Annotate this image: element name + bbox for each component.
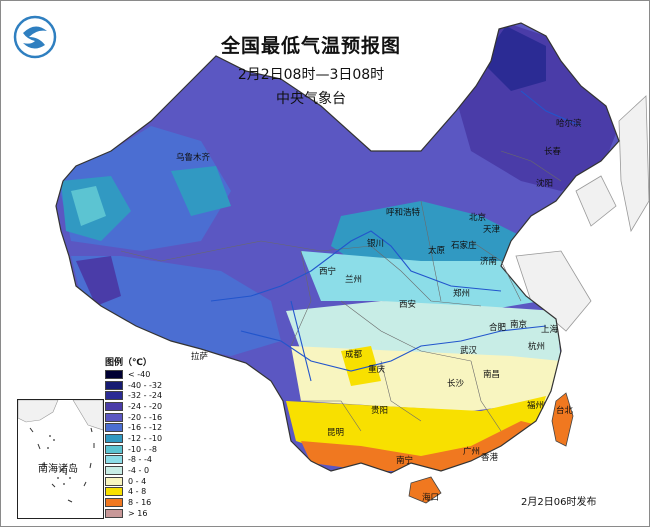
city-label: 贵阳 xyxy=(371,406,389,416)
city-label: 上海 xyxy=(541,325,559,335)
city-label: 重庆 xyxy=(368,365,386,375)
legend-label: 0 - 4 xyxy=(128,476,147,486)
inset-map xyxy=(18,400,103,503)
legend-label: -40 - -32 xyxy=(128,380,163,390)
city-label: 长春 xyxy=(544,147,562,157)
city-label: 广州 xyxy=(463,447,481,457)
legend-label: < -40 xyxy=(128,369,151,379)
city-label: 杭州 xyxy=(528,342,546,352)
city-label: 昆明 xyxy=(327,428,345,438)
city-label: 太原 xyxy=(428,246,446,256)
city-label: 天津 xyxy=(483,225,501,235)
south-china-sea-inset: 南海诸岛 xyxy=(17,399,104,519)
legend-swatch xyxy=(105,380,123,390)
legend-label: -4 - 0 xyxy=(128,466,150,476)
legend-row: > 16 xyxy=(105,508,165,519)
city-label: 台北 xyxy=(556,406,574,416)
legend-swatch xyxy=(105,498,123,508)
legend-label: 4 - 8 xyxy=(128,487,147,497)
legend-swatch xyxy=(105,476,123,486)
legend-swatch xyxy=(105,391,123,401)
inset-label: 南海诸岛 xyxy=(38,464,78,475)
legend-row: -12 - -10 xyxy=(105,433,165,444)
city-label: 海口 xyxy=(422,493,440,503)
city-label: 石家庄 xyxy=(451,241,477,251)
legend-label: -20 - -16 xyxy=(128,412,163,422)
city-label: 南京 xyxy=(510,320,528,330)
legend-row: -16 - -12 xyxy=(105,422,165,433)
city-label: 呼和浩特 xyxy=(386,208,421,218)
forecast-period: 2月2日08时—3日08时 xyxy=(237,67,385,83)
legend-row: 8 - 16 xyxy=(105,497,165,508)
legend-swatch xyxy=(105,369,123,379)
legend-swatch xyxy=(105,455,123,465)
city-label: 沈阳 xyxy=(536,179,554,189)
legend-row: -32 - -24 xyxy=(105,390,165,401)
legend-row: -10 - -8 xyxy=(105,444,165,455)
city-label: 拉萨 xyxy=(191,352,209,362)
city-label: 成都 xyxy=(345,350,363,360)
city-label: 济南 xyxy=(480,257,498,267)
map-title: 全国最低气温预报图 xyxy=(220,35,401,57)
city-label: 郑州 xyxy=(453,289,471,299)
legend-swatch xyxy=(105,433,123,443)
legend-swatch xyxy=(105,423,123,433)
city-label: 南宁 xyxy=(396,456,414,466)
legend: 图例（℃） < -40 -40 - -32 -32 - -24 -24 - -20 -2… xyxy=(105,357,165,519)
legend-row: 0 - 4 xyxy=(105,476,165,487)
legend-row: < -40 xyxy=(105,369,165,380)
city-label: 乌鲁木齐 xyxy=(176,153,211,163)
legend-swatch xyxy=(105,444,123,454)
legend-label: > 16 xyxy=(128,508,148,518)
legend-label: -24 - -20 xyxy=(128,401,163,411)
legend-swatch xyxy=(105,487,123,497)
legend-row: -20 - -16 xyxy=(105,412,165,423)
city-label: 南昌 xyxy=(483,370,501,380)
city-label: 西宁 xyxy=(319,267,337,277)
city-label: 北京 xyxy=(469,213,487,223)
city-label: 西安 xyxy=(399,300,417,310)
legend-swatch xyxy=(105,508,123,518)
legend-title: 图例（℃） xyxy=(105,358,152,368)
legend-row: -4 - 0 xyxy=(105,465,165,476)
city-label: 福州 xyxy=(527,401,545,411)
city-label: 武汉 xyxy=(460,346,478,356)
legend-row: -8 - -4 xyxy=(105,455,165,466)
legend-row: -24 - -20 xyxy=(105,401,165,412)
legend-swatch xyxy=(105,412,123,422)
city-label: 香港 xyxy=(481,453,499,463)
legend-label: -32 - -24 xyxy=(128,391,163,401)
legend-label: -12 - -10 xyxy=(128,433,163,443)
legend-label: 8 - 16 xyxy=(128,498,152,508)
city-label: 兰州 xyxy=(345,275,363,285)
city-label: 合肥 xyxy=(489,323,507,333)
title-block: 全国最低气温预报图 2月2日08时—3日08时 中央气象台 xyxy=(191,31,431,108)
issuer: 中央气象台 xyxy=(276,91,346,107)
cma-logo-icon xyxy=(13,15,57,59)
legend-label: -10 - -8 xyxy=(128,444,158,454)
city-label: 银川 xyxy=(367,239,385,249)
city-label: 长沙 xyxy=(447,379,465,389)
city-label: 哈尔滨 xyxy=(556,119,582,129)
release-time: 2月2日06时发布 xyxy=(521,497,597,508)
legend-row: 4 - 8 xyxy=(105,487,165,498)
legend-swatch xyxy=(105,401,123,411)
legend-label: -16 - -12 xyxy=(128,423,163,433)
legend-label: -8 - -4 xyxy=(128,455,152,465)
legend-swatch xyxy=(105,466,123,476)
legend-row: -40 - -32 xyxy=(105,380,165,391)
